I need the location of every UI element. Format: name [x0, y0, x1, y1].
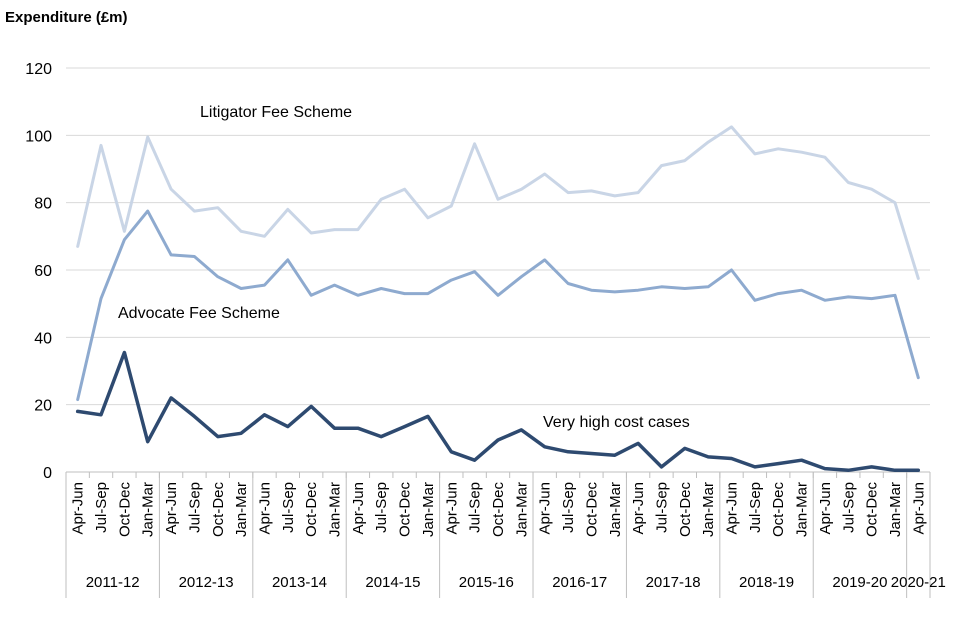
x-tick-label: Jul-Sep	[93, 482, 110, 533]
series-line-advocate	[76, 209, 920, 402]
x-tick-label: Jul-Sep	[280, 482, 297, 533]
year-label: 2020-21	[891, 574, 946, 591]
series-labels: Litigator Fee Scheme Advocate Fee Scheme…	[118, 104, 690, 431]
year-label: 2014-15	[365, 574, 420, 591]
x-axis: Apr-Jun Jul-Sep Oct-Dec Jan-Mar Apr-Jun Jul-S…	[65, 471, 946, 598]
x-tick-label: Oct-Dec	[677, 482, 694, 538]
y-tick-label: 100	[25, 128, 52, 145]
year-label: 2019-20	[832, 574, 887, 591]
series-label-advocate: Advocate Fee Scheme	[118, 305, 280, 322]
year-label: 2011-12	[86, 574, 140, 591]
x-tick-label: Apr-Jun	[724, 482, 741, 535]
x-tick-label: Oct-Dec	[303, 482, 320, 538]
y-axis-ticks: 0 20 40 60 80 100 120	[25, 61, 52, 482]
y-tick-label: 80	[34, 196, 52, 213]
x-tick-label: Apr-Jun	[70, 482, 87, 535]
series-lines	[75, 125, 921, 473]
x-tick-label: Apr-Jun	[256, 482, 273, 535]
series-line-litigator	[76, 125, 920, 280]
x-tick-label: Oct-Dec	[210, 482, 227, 538]
x-tick-label: Apr-Jun	[350, 482, 367, 535]
y-axis-label: Expenditure (£m)	[5, 9, 128, 26]
gridlines	[66, 67, 930, 406]
x-tick-label: Jan-Mar	[794, 482, 811, 537]
year-label: 2016-17	[552, 574, 607, 591]
x-tick-label: Oct-Dec	[864, 482, 881, 538]
x-tick-label: Oct-Dec	[583, 482, 600, 538]
x-tick-label: Jul-Sep	[747, 482, 764, 533]
x-tick-label: Oct-Dec	[116, 482, 133, 538]
x-tick-label: Jul-Sep	[467, 482, 484, 533]
x-tick-label: Jul-Sep	[373, 482, 390, 533]
x-tick-label: Oct-Dec	[397, 482, 414, 538]
year-label: 2017-18	[646, 574, 701, 591]
x-tick-label: Jul-Sep	[840, 482, 857, 533]
x-tick-label: Jan-Mar	[327, 482, 344, 537]
x-tick-label: Apr-Jun	[817, 482, 834, 535]
x-tick-label: Jul-Sep	[186, 482, 203, 533]
y-tick-label: 40	[34, 330, 52, 347]
x-tick-label: Jan-Mar	[420, 482, 437, 537]
y-tick-label: 120	[25, 61, 52, 78]
x-tick-label: Jan-Mar	[887, 482, 904, 537]
series-label-vhcc: Very high cost cases	[543, 414, 690, 431]
x-tick-label: Apr-Jun	[163, 482, 180, 535]
x-tick-label: Apr-Jun	[630, 482, 647, 535]
series-label-litigator: Litigator Fee Scheme	[200, 104, 352, 121]
x-tick-label: Oct-Dec	[490, 482, 507, 538]
series-line-vhcc	[75, 350, 921, 473]
x-tick-label: Jul-Sep	[653, 482, 670, 533]
year-label: 2015-16	[459, 574, 514, 591]
x-tick-label: Jan-Mar	[513, 482, 530, 537]
y-tick-label: 0	[43, 465, 52, 482]
x-tick-label: Apr-Jun	[537, 482, 554, 535]
year-label: 2012-13	[179, 574, 234, 591]
x-tick-label: Jul-Sep	[560, 482, 577, 533]
x-tick-label: Apr-Jun	[443, 482, 460, 535]
x-tick-label: Jan-Mar	[607, 482, 624, 537]
y-tick-label: 60	[34, 263, 52, 280]
x-tick-label: Jan-Mar	[140, 482, 157, 537]
x-tick-label: Jan-Mar	[233, 482, 250, 537]
x-tick-label: Oct-Dec	[770, 482, 787, 538]
y-tick-label: 20	[34, 398, 52, 415]
x-tick-label: Apr-Jun	[910, 482, 927, 535]
year-label: 2018-19	[739, 574, 794, 591]
x-tick-label: Jan-Mar	[700, 482, 717, 537]
year-label: 2013-14	[272, 574, 327, 591]
